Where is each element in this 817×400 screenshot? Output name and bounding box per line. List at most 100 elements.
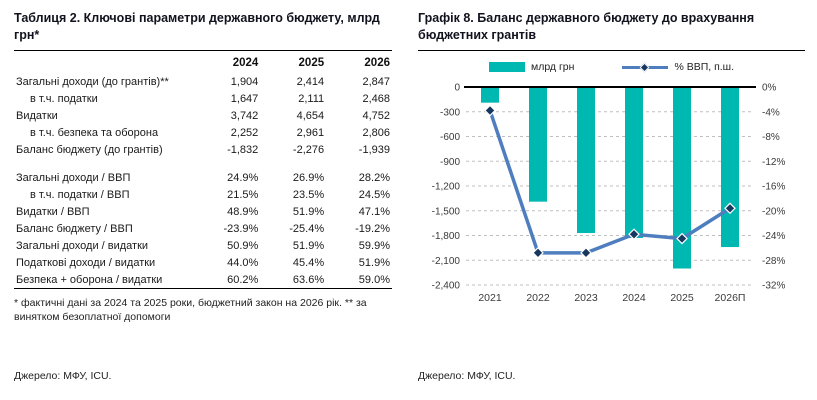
left-axis-tick: -2,400 [432, 281, 461, 292]
table-footnote: * фактичні дані за 2024 та 2025 роки, бю… [14, 297, 367, 324]
cell-value: 51.9% [358, 256, 390, 269]
right-axis-tick: -4% [762, 107, 780, 118]
row-label: Податкові доходи / видатки [16, 256, 156, 269]
line-series-swatch [622, 62, 669, 72]
deficit-bar [529, 87, 547, 202]
cell-value: 2,111 [298, 92, 325, 105]
cell-value: -23.9% [223, 222, 259, 235]
x-axis-category-label: 2022 [526, 292, 550, 304]
table-header: 2024 2025 2026 [14, 52, 392, 73]
left-axis-tick: -900 [440, 157, 460, 168]
table-title: Таблиця 2. Ключові параметри державного … [14, 11, 380, 42]
table-row: Податкові доходи / видатки 44.0% 45.4% 51.9… [14, 254, 392, 271]
budget-parameters-table: 2024 2025 2026 Загальні доходи (до грантів… [14, 52, 392, 288]
table-row: Видатки / ВВП 48.9% 51.9% 47.1% [14, 203, 392, 220]
left-axis-tick: -600 [440, 132, 460, 143]
right-axis-tick: -28% [762, 256, 785, 267]
cell-value: -2,276 [292, 143, 325, 156]
cell-value: 2,414 [296, 75, 325, 88]
right-axis-tick: -16% [762, 182, 785, 193]
cell-value: 51.9% [292, 205, 325, 218]
deficit-bar [625, 87, 643, 238]
row-label: в т.ч. податки [30, 92, 98, 105]
chart-source: Джерело: МФУ, ICU. [418, 370, 516, 382]
cell-value: 2,252 [230, 126, 259, 139]
left-axis-tick: -2,100 [432, 256, 461, 267]
row-label-column-header [14, 52, 194, 73]
cell-value: 1,647 [230, 92, 259, 105]
left-axis-tick: -300 [440, 107, 460, 118]
cell-value: -19.2% [355, 222, 390, 235]
cell-value: 24.5% [358, 188, 390, 201]
year-column-header: 2024 [232, 57, 259, 69]
cell-value: 50.9% [227, 239, 259, 252]
row-label: в т.ч. безпека та оборона [30, 126, 159, 139]
row-label: Загальні доходи (до грантів)** [16, 75, 169, 88]
row-label: Загальні доходи / ВВП [16, 171, 131, 184]
diamond-marker-icon [532, 246, 544, 259]
cell-value: 1,904 [230, 75, 259, 88]
x-axis-category-label: 2026П [715, 292, 746, 304]
cell-value: 63.6% [292, 273, 325, 286]
right-axis-tick: -12% [762, 157, 785, 168]
right-axis-tick: -8% [762, 132, 780, 143]
table-row: в т.ч. податки 1,647 2,111 2,468 [14, 90, 392, 107]
year-column-header: 2026 [364, 57, 390, 69]
cell-value: 4,752 [362, 109, 390, 122]
right-axis-tick: -20% [762, 206, 785, 217]
table-row: в т.ч. податки / ВВП 21.5% 23.5% 24.5% [14, 186, 392, 203]
table-row: Видатки 3,742 4,654 4,752 [14, 107, 392, 124]
left-axis-tick: -1,200 [432, 182, 461, 193]
cell-value: -1,939 [358, 143, 390, 156]
left-axis-tick: -1,500 [432, 206, 461, 217]
x-axis-category-label: 2021 [478, 292, 502, 304]
cell-value: 2,468 [362, 92, 390, 105]
diamond-marker-icon [628, 228, 640, 241]
table-row: Безпека + оборона / видатки 60.2% 63.6% 59.… [14, 271, 392, 288]
cell-value: 48.9% [227, 205, 259, 218]
table-top-rule [14, 50, 392, 51]
cell-value: 4,654 [296, 109, 325, 122]
bar-series-label: млрд грн [530, 61, 575, 73]
diamond-marker-icon [724, 202, 736, 215]
chart-top-rule [418, 50, 805, 51]
gdp-percent-line [488, 109, 731, 255]
diamond-marker-icon [484, 104, 496, 117]
x-axis-category-label: 2025 [670, 292, 694, 304]
deficit-bar [481, 87, 499, 103]
left-axis-tick: 0 [454, 83, 460, 94]
budget-balance-chart: 0 0% -300 -4% -600 -8% -900 -12% -1,200 -16% -1,50… [432, 83, 786, 305]
cell-value: 2,961 [296, 126, 325, 139]
chart-area: 0 0% -300 -4% -600 -8% -900 -12% -1,200 -16% -1,50… [418, 77, 805, 322]
chart-legend: млрд грн % ВВП, п.ш. [418, 61, 805, 73]
diamond-marker-icon [580, 246, 592, 259]
cell-value: 51.9% [292, 239, 325, 252]
deficit-bar [577, 87, 595, 234]
diamond-marker-icon [676, 232, 688, 245]
row-label: Баланс бюджету (до грантів) [16, 143, 163, 156]
cell-value: 45.4% [292, 256, 325, 269]
cell-value: 23.5% [292, 188, 325, 201]
table-row: в т.ч. безпека та оборона 2,252 2,961 2,806 [14, 124, 392, 141]
year-column-header: 2025 [298, 57, 325, 69]
right-axis-tick: 0% [762, 83, 777, 94]
right-axis-tick: -32% [762, 281, 785, 292]
section-gap [14, 158, 392, 169]
cell-value: 3,742 [230, 109, 259, 122]
cell-value: 59.9% [358, 239, 390, 252]
cell-value: 2,806 [362, 126, 390, 139]
row-label: в т.ч. податки / ВВП [30, 188, 130, 201]
table-row: Загальні доходи (до грантів)** 1,904 2,414… [14, 73, 392, 90]
row-label: Видатки / ВВП [16, 205, 90, 218]
row-label: Загальні доходи / видатки [16, 239, 149, 252]
cell-value: -25.4% [289, 222, 325, 235]
cell-value: 59.0% [358, 273, 390, 286]
cell-value: -1,832 [227, 143, 259, 156]
table-row: Баланс бюджету / ВВП -23.9% -25.4% -19.2% [14, 220, 392, 237]
table-bottom-rule [14, 288, 392, 289]
table-source: Джерело: МФУ, ICU. [14, 370, 112, 382]
legend-item-bars: млрд грн [488, 61, 575, 73]
deficit-bar [721, 87, 739, 248]
cell-value: 24.9% [227, 171, 259, 184]
